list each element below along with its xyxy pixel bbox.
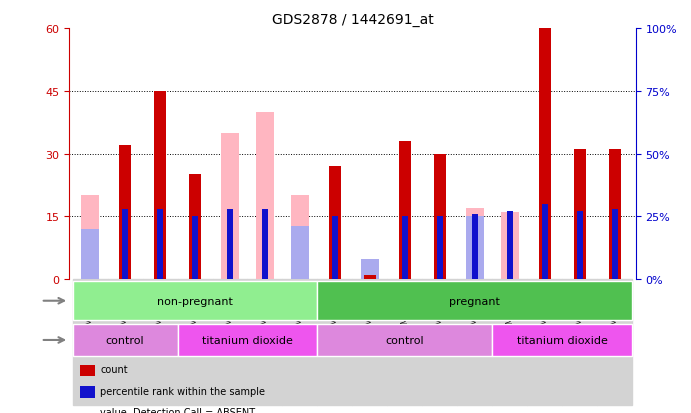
Bar: [157, 209, 163, 280]
Bar: [283, 280, 317, 405]
Bar: [178, 280, 213, 405]
Bar: [542, 204, 548, 280]
Text: control: control: [386, 335, 424, 345]
Bar: [154, 92, 166, 280]
Bar: [562, 280, 597, 405]
Bar: [574, 150, 586, 280]
Bar: [577, 212, 583, 280]
Bar: [507, 212, 513, 280]
Title: GDS2878 / 1442691_at: GDS2878 / 1442691_at: [272, 12, 433, 26]
Bar: [352, 280, 388, 405]
Bar: [80, 386, 95, 398]
Bar: [81, 229, 100, 280]
Bar: [192, 217, 198, 280]
Bar: [291, 227, 309, 280]
FancyBboxPatch shape: [317, 282, 632, 320]
Bar: [122, 209, 128, 280]
Bar: [539, 29, 551, 280]
Text: control: control: [106, 335, 144, 345]
Text: count: count: [100, 365, 128, 375]
Text: pregnant: pregnant: [449, 296, 500, 306]
Text: percentile rank within the sample: percentile rank within the sample: [100, 386, 265, 396]
Bar: [466, 217, 484, 280]
Bar: [189, 175, 201, 280]
Bar: [142, 280, 178, 405]
FancyBboxPatch shape: [73, 282, 317, 320]
FancyBboxPatch shape: [73, 324, 178, 356]
Bar: [609, 150, 621, 280]
Bar: [466, 209, 484, 280]
Bar: [437, 217, 443, 280]
Bar: [108, 280, 142, 405]
FancyBboxPatch shape: [178, 324, 317, 356]
Bar: [363, 275, 376, 280]
Bar: [399, 142, 411, 280]
Bar: [227, 209, 233, 280]
Bar: [221, 133, 239, 280]
Bar: [388, 280, 422, 405]
Bar: [262, 209, 268, 280]
Bar: [81, 196, 100, 280]
Bar: [422, 280, 457, 405]
Text: titanium dioxide: titanium dioxide: [202, 335, 293, 345]
Bar: [329, 167, 341, 280]
Bar: [597, 280, 632, 405]
Bar: [492, 280, 527, 405]
Bar: [457, 280, 492, 405]
Bar: [119, 146, 131, 280]
FancyBboxPatch shape: [317, 324, 492, 356]
Bar: [527, 280, 562, 405]
Bar: [291, 196, 309, 280]
Bar: [612, 209, 618, 280]
Bar: [247, 280, 283, 405]
FancyBboxPatch shape: [492, 324, 632, 356]
Bar: [361, 259, 379, 280]
Bar: [401, 217, 408, 280]
Bar: [80, 365, 95, 377]
Bar: [434, 154, 446, 280]
Bar: [213, 280, 247, 405]
Text: titanium dioxide: titanium dioxide: [517, 335, 607, 345]
Text: non-pregnant: non-pregnant: [157, 296, 233, 306]
Bar: [317, 280, 352, 405]
Text: value, Detection Call = ABSENT: value, Detection Call = ABSENT: [100, 407, 256, 413]
Bar: [256, 112, 274, 280]
Bar: [472, 214, 478, 280]
Bar: [80, 407, 95, 413]
Bar: [500, 213, 519, 280]
Bar: [332, 217, 338, 280]
Bar: [73, 280, 108, 405]
